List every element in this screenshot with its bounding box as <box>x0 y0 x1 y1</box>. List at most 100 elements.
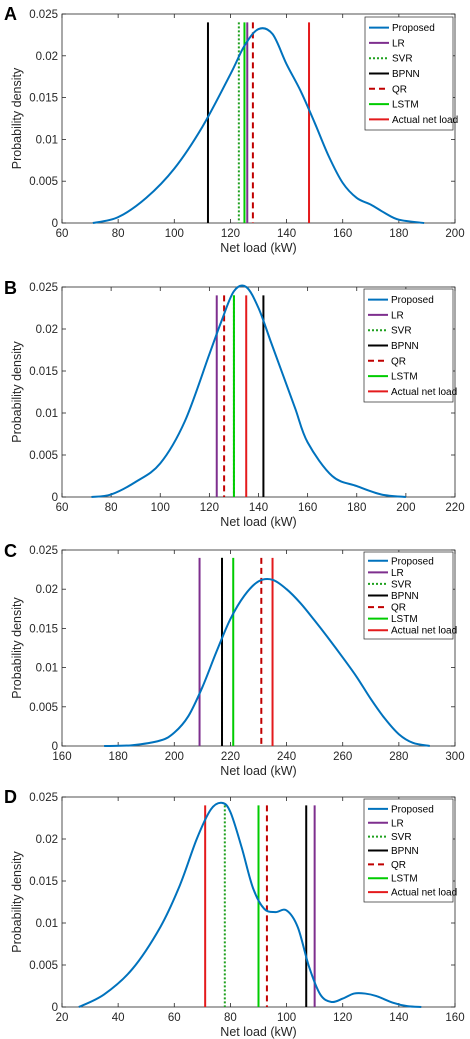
chart-panel-c: C 160 180 200 220 240 260 280 300 0 0.005 0.01 0.015… <box>4 541 465 778</box>
legend: Proposed LR SVR BPNN QR LSTM Actual net load <box>364 16 458 131</box>
x-tick-label: 80 <box>224 1012 237 1024</box>
x-tick-label: 60 <box>168 1012 181 1024</box>
panel-letter: C <box>4 541 17 561</box>
legend-label: BPNN <box>391 846 419 857</box>
x-tick-label: 300 <box>445 751 464 763</box>
x-tick-label: 240 <box>277 751 296 763</box>
legend-label: QR <box>391 356 406 367</box>
x-tick-label: 180 <box>347 502 366 514</box>
y-tick-label: 0.015 <box>29 876 58 888</box>
y-tick-label: 0.01 <box>36 663 58 675</box>
legend-label: Actual net load <box>392 115 458 126</box>
y-tick-label: 0.01 <box>36 134 58 146</box>
panel-letter: B <box>4 278 17 298</box>
legend-label: BPNN <box>392 69 420 80</box>
x-tick-label: 100 <box>165 228 184 240</box>
x-tick-label: 180 <box>389 228 408 240</box>
y-tick-label: 0.02 <box>36 584 58 596</box>
x-tick-label: 200 <box>165 751 184 763</box>
panel-letter: D <box>4 787 17 807</box>
y-tick-label: 0.02 <box>36 51 58 63</box>
legend-label: LR <box>391 310 404 321</box>
x-axis-label: Net load (kW) <box>220 1025 296 1039</box>
density-curve-proposed <box>92 27 425 224</box>
x-tick-label: 120 <box>200 502 219 514</box>
legend-label: Proposed <box>391 804 434 815</box>
x-tick-label: 100 <box>277 1012 296 1024</box>
legend-label: SVR <box>391 832 412 843</box>
y-tick-label: 0.025 <box>29 545 58 557</box>
chart-panel-b: B 60 80 100 120 140 160 180 200 220 0 0.005 0.01 0.01… <box>4 278 465 529</box>
y-axis-label: Probability density <box>10 597 24 699</box>
legend: Proposed LR SVR BPNN QR LSTM Actual net load <box>363 288 457 403</box>
y-tick-label: 0.025 <box>29 282 58 294</box>
y-tick-label: 0.01 <box>36 408 58 420</box>
legend-label: LR <box>392 38 405 49</box>
legend-label: BPNN <box>391 591 419 602</box>
legend-label: LR <box>391 818 404 829</box>
x-tick-label: 220 <box>445 502 464 514</box>
panel-letter: A <box>4 4 17 24</box>
y-tick-label: 0.015 <box>29 623 58 635</box>
x-tick-label: 140 <box>389 1012 408 1024</box>
y-tick-label: 0.02 <box>36 324 58 336</box>
y-tick-label: 0.025 <box>29 792 58 804</box>
y-tick-label: 0.005 <box>29 450 58 462</box>
plot-frame <box>61 13 456 224</box>
legend-label: Actual net load <box>391 387 457 398</box>
x-tick-label: 280 <box>389 751 408 763</box>
legend-label: LSTM <box>391 614 418 625</box>
x-tick-label: 120 <box>221 228 240 240</box>
x-tick-label: 180 <box>109 751 128 763</box>
chart-panel-d: D 20 40 60 80 100 120 140 160 0 0.005 0.01 0.015 0.02… <box>4 787 465 1039</box>
x-tick-label: 20 <box>56 1012 69 1024</box>
legend-label: SVR <box>391 579 412 590</box>
y-tick-label: 0.005 <box>29 176 58 188</box>
x-tick-label: 260 <box>333 751 352 763</box>
y-tick-label: 0 <box>52 1002 58 1014</box>
legend-label: LSTM <box>392 100 419 111</box>
legend-label: BPNN <box>391 341 419 352</box>
legend-label: LR <box>391 568 404 579</box>
legend: Proposed LR SVR BPNN QR LSTM Actual net load <box>363 798 457 903</box>
x-tick-label: 220 <box>221 751 240 763</box>
x-tick-label: 80 <box>112 228 125 240</box>
x-tick-label: 160 <box>298 502 317 514</box>
density-curve-proposed <box>78 801 422 1008</box>
y-axis-label: Probability density <box>10 341 24 443</box>
y-tick-label: 0.005 <box>29 702 58 714</box>
x-tick-label: 120 <box>333 1012 352 1024</box>
y-axis-label: Probability density <box>10 67 24 169</box>
legend-label: QR <box>391 603 406 614</box>
legend-label: Proposed <box>391 295 434 306</box>
y-tick-label: 0.015 <box>29 366 58 378</box>
x-tick-label: 160 <box>445 1012 464 1024</box>
y-tick-label: 0.01 <box>36 918 58 930</box>
x-tick-label: 200 <box>445 228 464 240</box>
x-tick-label: 140 <box>277 228 296 240</box>
y-tick-label: 0 <box>52 492 58 504</box>
legend-label: Actual net load <box>391 888 457 899</box>
x-tick-label: 160 <box>333 228 352 240</box>
y-tick-label: 0.025 <box>29 9 58 21</box>
y-tick-label: 0 <box>52 218 58 230</box>
y-tick-label: 0.02 <box>36 834 58 846</box>
legend-label: Actual net load <box>391 626 457 637</box>
y-tick-label: 0.015 <box>29 93 58 105</box>
y-tick-label: 0 <box>52 741 58 753</box>
chart-panel-a: A 60 80 100 120 140 160 180 200 0 0.005 0.01 0.015 0.… <box>4 4 465 255</box>
density-curve-proposed <box>91 284 406 498</box>
legend-label: QR <box>391 860 406 871</box>
x-axis-label: Net load (kW) <box>220 241 296 255</box>
legend-label: Proposed <box>392 23 435 34</box>
x-tick-label: 100 <box>151 502 170 514</box>
y-axis-label: Probability density <box>10 851 24 953</box>
x-tick-label: 80 <box>105 502 118 514</box>
x-tick-label: 60 <box>56 502 69 514</box>
legend-label: SVR <box>392 54 413 65</box>
density-curve-proposed <box>104 578 430 747</box>
x-tick-label: 160 <box>52 751 71 763</box>
legend-label: Proposed <box>391 556 434 567</box>
legend-label: LSTM <box>391 874 418 885</box>
